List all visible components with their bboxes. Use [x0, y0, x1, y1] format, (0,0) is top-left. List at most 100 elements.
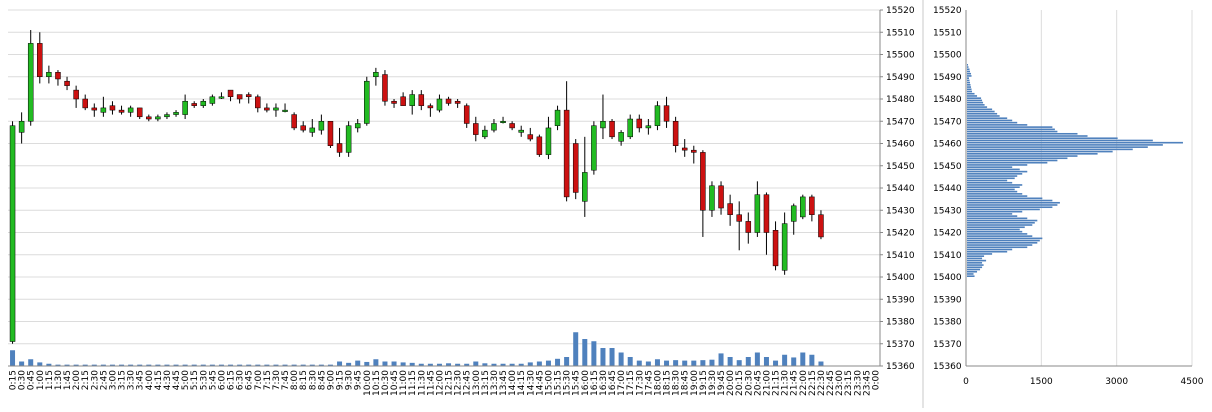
candle [291, 112, 297, 131]
candle-body [772, 230, 779, 267]
main-x-tick-label: 16:15 [590, 370, 600, 396]
main-x-tick-label: 17:45 [644, 370, 654, 396]
candle-body [255, 96, 261, 109]
candle [37, 32, 43, 84]
candle [82, 94, 88, 111]
profile-bar [967, 257, 983, 260]
candle-body [18, 121, 25, 133]
candle-body [345, 125, 352, 153]
volume-bar [718, 353, 724, 366]
candle-body [64, 80, 70, 86]
candle [209, 94, 216, 106]
candle [736, 201, 742, 251]
candle-body [327, 121, 334, 146]
candle [400, 92, 406, 106]
main-x-tick-label: 19:30 [708, 370, 718, 396]
profile-y-tick-label: 15470 [933, 117, 962, 127]
main-y-axis-labels: 15360 15370 15380 15390 15400 15410 15420 15430… [886, 6, 915, 372]
profile-bar [967, 268, 981, 271]
main-x-tick-label: 23:45 [862, 370, 872, 396]
volume-bar [182, 364, 188, 366]
profile-bar [967, 208, 1040, 211]
candle [136, 107, 143, 120]
candle-body [309, 127, 316, 133]
candle-body [609, 121, 615, 138]
main-x-tick-label: 3:00 [108, 370, 118, 390]
candle-body [291, 114, 297, 129]
candle [164, 112, 170, 120]
volume-bar [664, 360, 670, 366]
main-x-tick-label: 1:45 [63, 370, 73, 390]
candle [218, 92, 225, 99]
main-x-tick-label: 1:00 [36, 370, 46, 390]
profile-bar [967, 135, 1088, 137]
profile-bar [967, 177, 1015, 180]
candle-body [454, 100, 461, 104]
main-x-tick-label: 8:30 [308, 370, 318, 390]
main-x-tick-label: 21:30 [781, 370, 791, 396]
candle [109, 101, 116, 115]
profile-bar [967, 190, 1018, 193]
main-x-tick-label: 4:30 [163, 370, 173, 390]
volume-bar [28, 359, 34, 366]
candle [391, 99, 397, 108]
main-y-tick-label: 15410 [886, 251, 915, 261]
main-y-tick-label: 15470 [886, 117, 915, 127]
profile-bar [967, 146, 1148, 148]
candle [745, 212, 752, 244]
candle-body [672, 121, 679, 146]
candle [554, 105, 561, 131]
main-x-tick-label: 22:15 [808, 370, 818, 396]
candle [454, 99, 461, 108]
axes [8, 0, 1192, 408]
candle [809, 194, 815, 222]
profile-bar [967, 161, 1048, 164]
profile-bar [967, 166, 1013, 168]
profile-bar [967, 270, 978, 273]
candle [482, 125, 488, 140]
main-x-tick-label: 18:00 [653, 370, 663, 396]
candle-body [364, 80, 370, 124]
main-x-tick-label: 11:15 [408, 370, 418, 396]
volume-bar [800, 352, 806, 366]
main-y-tick-label: 15420 [886, 229, 915, 239]
candle [681, 139, 688, 157]
candle-body [336, 143, 343, 153]
profile-x-axis-labels: 0 1500 3000 4500 [963, 377, 1204, 387]
profile-bar [967, 275, 975, 277]
main-x-tick-label: 19:45 [717, 370, 727, 396]
candle [463, 103, 470, 128]
volume-bar [173, 364, 179, 366]
volume-bar [482, 363, 488, 366]
candle [382, 70, 388, 106]
profile-bar [967, 233, 1028, 235]
candle [500, 116, 506, 124]
volume-bar [337, 361, 343, 366]
main-y-tick-label: 15360 [886, 362, 915, 372]
candle-body [146, 116, 152, 120]
volume-bar [654, 359, 660, 366]
main-x-tick-label: 12:45 [463, 370, 473, 396]
volume-bar [191, 364, 197, 366]
volume-bar [518, 363, 524, 366]
main-x-tick-label: 1:30 [54, 370, 64, 390]
main-x-tick-label: 9:45 [354, 370, 364, 390]
profile-bar [967, 259, 987, 262]
candle-body [709, 185, 715, 211]
volume-bar [418, 363, 424, 366]
profile-bar [967, 75, 972, 77]
volume-bar [455, 363, 461, 366]
candle [345, 121, 352, 157]
candle [64, 76, 70, 91]
candle-body [545, 127, 552, 155]
candle-body [136, 107, 143, 118]
candle-body [300, 125, 306, 131]
candle [818, 210, 824, 240]
main-x-tick-label: 13:45 [499, 370, 509, 396]
main-x-tick-label: 23:30 [853, 370, 863, 396]
profile-bar [967, 224, 1033, 226]
candle [572, 139, 579, 200]
candle-body [46, 72, 52, 78]
candle [182, 94, 188, 120]
candle [9, 121, 16, 344]
